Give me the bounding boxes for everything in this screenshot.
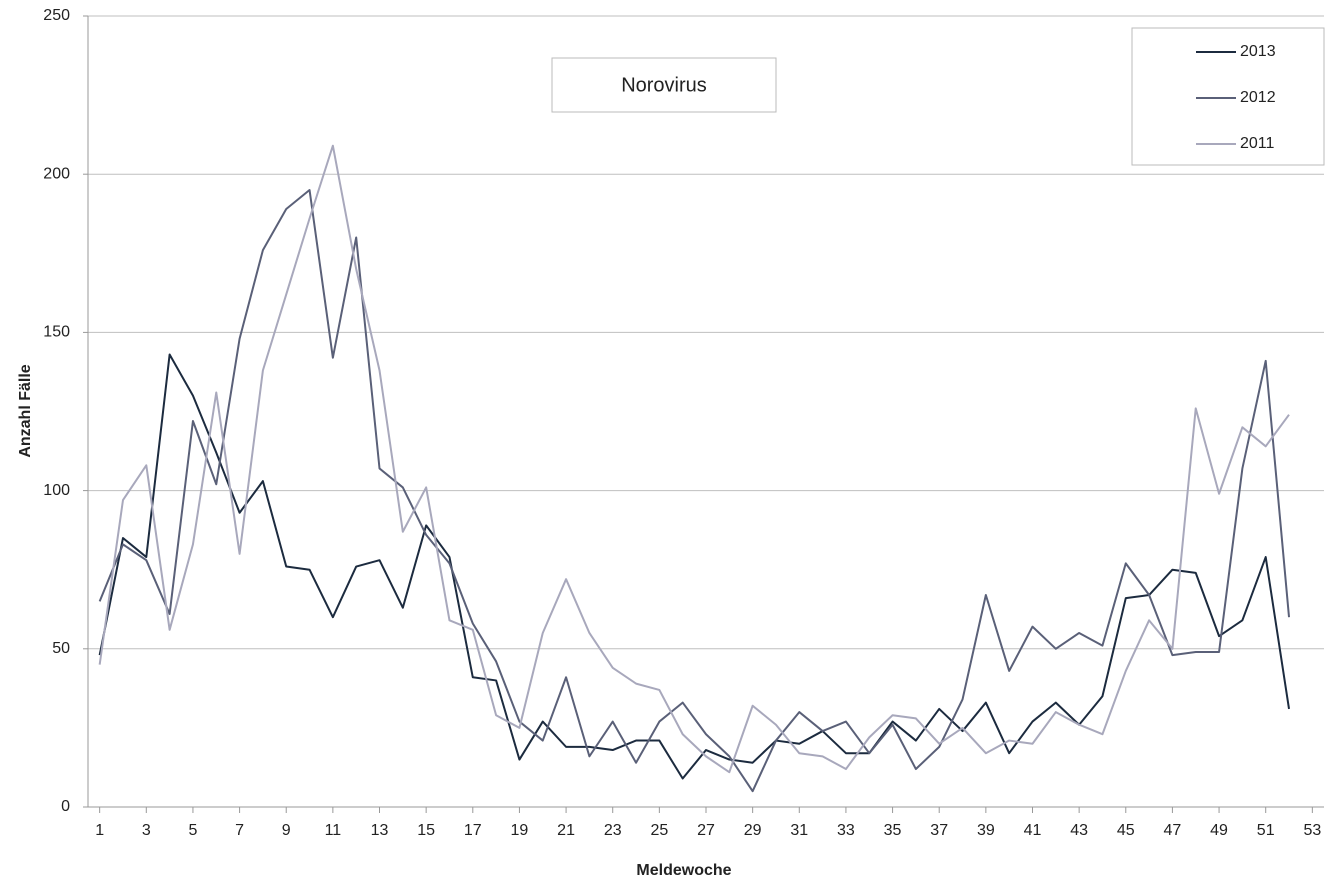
x-tick-label: 27 (697, 822, 715, 839)
x-tick-label: 37 (930, 822, 948, 839)
x-tick-label: 35 (884, 822, 902, 839)
y-axis-title: Anzahl Fälle (17, 364, 34, 457)
legend-label: 2013 (1240, 43, 1276, 60)
x-tick-label: 31 (790, 822, 808, 839)
x-tick-label: 25 (650, 822, 668, 839)
y-tick-label: 50 (52, 640, 70, 657)
y-tick-label: 0 (61, 798, 70, 815)
x-tick-label: 1 (95, 822, 104, 839)
y-tick-label: 250 (43, 7, 70, 24)
x-tick-label: 7 (235, 822, 244, 839)
x-tick-label: 45 (1117, 822, 1135, 839)
x-tick-label: 49 (1210, 822, 1228, 839)
x-tick-label: 15 (417, 822, 435, 839)
series-line (98, 144, 1290, 774)
x-tick-label: 21 (557, 822, 575, 839)
legend-box (1131, 27, 1325, 166)
x-tick-label: 53 (1303, 822, 1321, 839)
x-tick-label: 43 (1070, 822, 1088, 839)
x-tick-label: 39 (977, 822, 995, 839)
x-tick-label: 9 (282, 822, 291, 839)
y-tick-label: 100 (43, 482, 70, 499)
x-tick-label: 29 (744, 822, 762, 839)
x-tick-label: 5 (188, 822, 197, 839)
legend-label: 2012 (1240, 89, 1276, 106)
x-tick-label: 11 (325, 822, 342, 839)
x-tick-label: 3 (142, 822, 151, 839)
title-box (551, 57, 777, 113)
chart-title: Norovirus (621, 74, 707, 96)
x-tick-label: 19 (511, 822, 529, 839)
x-tick-label: 13 (371, 822, 389, 839)
legend-label: 2011 (1240, 135, 1275, 152)
x-tick-label: 33 (837, 822, 855, 839)
y-tick-label: 200 (43, 165, 70, 182)
series-line (98, 353, 1291, 780)
y-tick-label: 150 (43, 324, 70, 341)
x-tick-label: 41 (1024, 822, 1042, 839)
x-tick-label: 51 (1257, 822, 1275, 839)
x-tick-label: 47 (1164, 822, 1182, 839)
x-tick-label: 17 (464, 822, 482, 839)
x-axis-title: Meldewoche (636, 862, 731, 879)
x-tick-label: 23 (604, 822, 622, 839)
series-line (98, 189, 1291, 793)
